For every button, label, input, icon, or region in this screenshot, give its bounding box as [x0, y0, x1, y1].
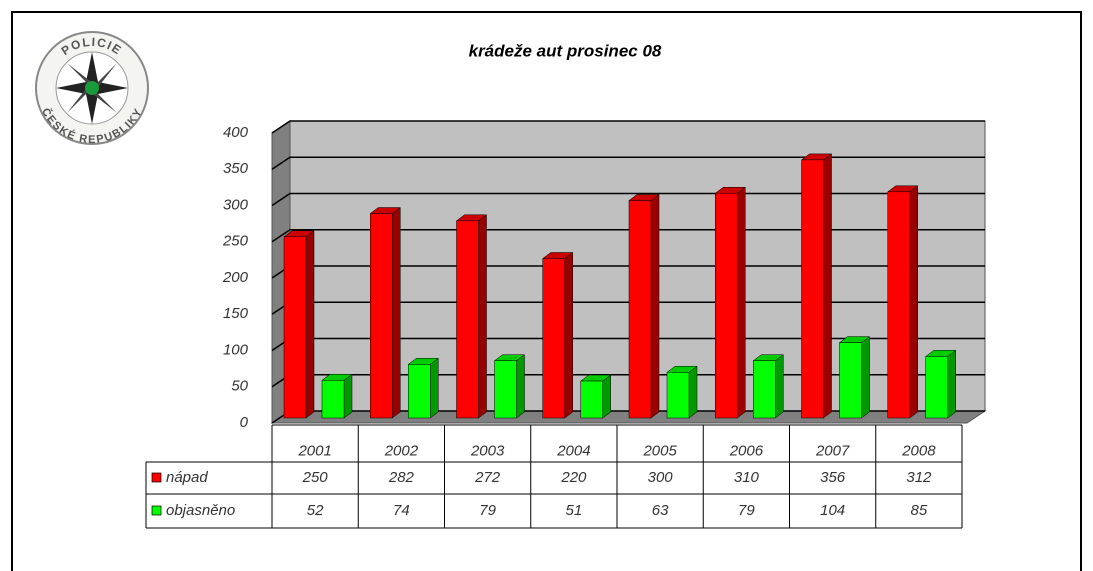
legend-label: nápad — [166, 469, 208, 486]
bar-side — [602, 374, 611, 419]
bar — [494, 360, 517, 419]
bar — [887, 191, 910, 419]
x-tick-label: 2003 — [470, 442, 505, 459]
grid-line — [271, 120, 985, 134]
y-tick-label: 100 — [223, 341, 249, 358]
bar — [925, 356, 948, 419]
table-value: 63 — [652, 502, 669, 519]
y-tick-label: 300 — [223, 196, 249, 213]
table-value: 282 — [388, 469, 415, 486]
legend-swatch — [151, 505, 162, 516]
bar-side — [775, 354, 784, 419]
table-value: 79 — [738, 502, 755, 519]
x-tick-label: 2006 — [729, 442, 764, 459]
bar — [580, 380, 603, 419]
table-value: 220 — [560, 469, 587, 486]
table-value: 74 — [393, 502, 410, 519]
y-tick-label: 50 — [231, 378, 248, 395]
bar-side — [305, 230, 315, 419]
bar-side — [823, 153, 832, 419]
table-value: 356 — [820, 469, 846, 486]
table-value: 310 — [734, 469, 760, 486]
y-tick-label: 250 — [222, 233, 249, 250]
bar — [283, 236, 307, 419]
y-tick-label: 150 — [223, 305, 249, 322]
x-tick-label: 2004 — [556, 442, 590, 459]
frame — [11, 11, 1082, 571]
table-value: 312 — [906, 469, 932, 486]
bar — [666, 372, 690, 419]
y-tick-label: 400 — [223, 124, 249, 141]
bar — [715, 193, 738, 419]
table-value: 104 — [820, 502, 845, 519]
bar-side — [947, 349, 956, 419]
bar-side — [343, 373, 353, 419]
table-value: 300 — [648, 469, 674, 486]
table-value: 85 — [911, 502, 928, 519]
bar — [370, 213, 393, 419]
x-tick-label: 2008 — [901, 442, 936, 459]
y-tick-label: 200 — [222, 269, 249, 286]
bar — [542, 258, 565, 419]
bar-side — [909, 185, 918, 419]
bar — [801, 159, 824, 419]
table-value: 250 — [302, 469, 329, 486]
bar — [628, 200, 652, 419]
x-tick-label: 2001 — [297, 442, 331, 459]
legend-swatch — [151, 472, 162, 483]
grid-line — [271, 156, 985, 170]
table-value: 51 — [566, 502, 583, 519]
x-tick-label: 2002 — [384, 442, 419, 459]
bar-side — [478, 214, 487, 419]
bar-side — [516, 354, 525, 419]
x-tick-label: 2005 — [642, 442, 677, 459]
bar — [456, 220, 479, 419]
grid-line — [271, 229, 985, 243]
bar — [408, 364, 431, 419]
bar-side — [564, 252, 573, 419]
y-tick-label: 350 — [223, 160, 249, 177]
bar — [321, 380, 345, 419]
bar-side — [650, 194, 660, 419]
bar-side — [688, 365, 698, 419]
logo-center — [85, 81, 99, 95]
bar-side — [737, 186, 746, 419]
bar — [839, 342, 862, 419]
table-value: 272 — [474, 469, 501, 486]
bar — [753, 360, 776, 419]
grid-line — [271, 192, 985, 207]
table-value: 52 — [307, 502, 324, 519]
table-value: 79 — [479, 502, 496, 519]
y-tick-label: 0 — [240, 414, 249, 431]
bar-side — [430, 357, 439, 419]
chart-title: krádeže aut prosinec 08 — [469, 41, 662, 60]
logo: POLICIE ČESKÉ REPUBLIKY — [35, 31, 149, 146]
bar-side — [861, 336, 870, 419]
x-tick-label: 2007 — [815, 442, 850, 459]
bar-side — [392, 207, 401, 419]
legend-label: objasněno — [166, 502, 235, 519]
